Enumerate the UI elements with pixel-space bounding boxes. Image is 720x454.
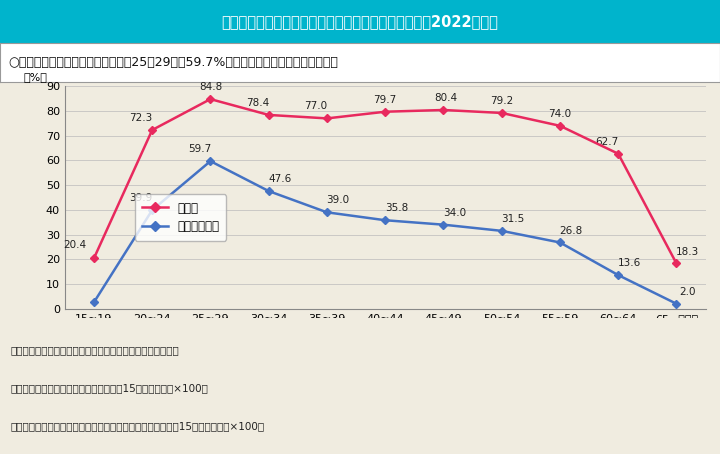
Text: 72.3: 72.3 — [130, 113, 153, 123]
Text: （備考）１．総務省「労働力調査（基本集計）」より作成。: （備考）１．総務省「労働力調査（基本集計）」より作成。 — [11, 345, 179, 355]
Text: 13.6: 13.6 — [618, 258, 641, 268]
Text: 20.4: 20.4 — [63, 240, 86, 250]
Text: 39.9: 39.9 — [130, 193, 153, 203]
Text: （%）: （%） — [23, 72, 47, 82]
Text: 78.4: 78.4 — [246, 98, 269, 108]
Text: 74.0: 74.0 — [549, 109, 572, 119]
Text: 18.3: 18.3 — [676, 247, 699, 257]
Text: 2.6: 2.6 — [66, 322, 83, 332]
Text: ３．正規雇用比率は、「正規の職員・従業員」／「15歳以上人口」×100。: ３．正規雇用比率は、「正規の職員・従業員」／「15歳以上人口」×100。 — [11, 421, 265, 431]
Text: ２－２図　女性の年齢階級別正規雇用比率（令和４（2022）年）: ２－２図 女性の年齢階級別正規雇用比率（令和４（2022）年） — [222, 14, 498, 29]
Text: 26.8: 26.8 — [559, 226, 582, 236]
Text: 47.6: 47.6 — [268, 174, 292, 184]
Text: ○女性の年齢階級別正規雇用比率は25～29歳の59.7%をピークに低下（Ｌ字カーブ）。: ○女性の年齢階級別正規雇用比率は25～29歳の59.7%をピークに低下（Ｌ字カー… — [9, 56, 338, 69]
Text: 77.0: 77.0 — [305, 101, 328, 111]
Text: ２．就業率は、「就業者」／「15歳以上人口」×100。: ２．就業率は、「就業者」／「15歳以上人口」×100。 — [11, 383, 209, 393]
Text: 2.0: 2.0 — [680, 287, 696, 297]
Text: 39.0: 39.0 — [326, 195, 350, 205]
Text: 84.8: 84.8 — [199, 82, 222, 92]
Text: 35.8: 35.8 — [384, 203, 408, 213]
Text: 80.4: 80.4 — [435, 93, 458, 103]
Text: 62.7: 62.7 — [595, 137, 618, 147]
Text: 79.2: 79.2 — [490, 96, 513, 106]
Text: 31.5: 31.5 — [501, 214, 524, 224]
Text: 34.0: 34.0 — [443, 208, 466, 218]
Legend: 就業率, 正規雇用比率: 就業率, 正規雇用比率 — [135, 194, 226, 241]
Text: 59.7: 59.7 — [188, 144, 211, 154]
Text: 79.7: 79.7 — [374, 95, 397, 105]
